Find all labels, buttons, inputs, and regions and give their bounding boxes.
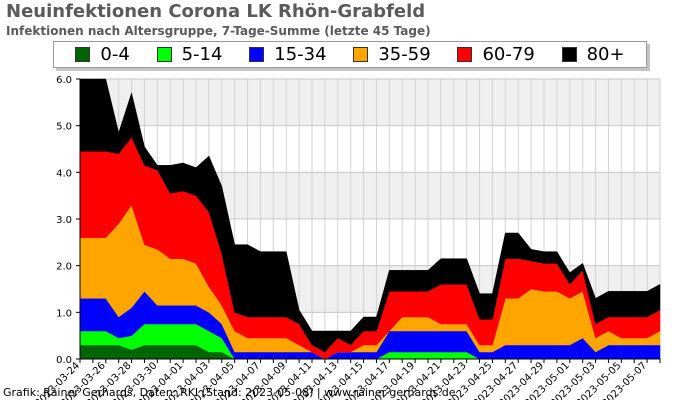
area-80-plus bbox=[79, 78, 661, 353]
chart-legend: 0-4 5-14 15-34 35-59 60-79 80+ bbox=[53, 41, 647, 68]
legend-item-35-59: 35-59 bbox=[353, 44, 431, 65]
y-tick-label: 6.0 bbox=[56, 75, 72, 86]
y-tick-label: 0.0 bbox=[56, 355, 72, 366]
legend-label-80-plus: 80+ bbox=[586, 44, 625, 65]
legend-item-80-plus: 80+ bbox=[561, 44, 625, 65]
background-band bbox=[80, 79, 660, 126]
legend-swatch-5-14 bbox=[156, 47, 172, 62]
y-axis-ticks: 0.0 1.0 2.0 3.0 4.0 5.0 6.0 bbox=[56, 75, 80, 366]
chart-footer-credit: Grafik: Rainer Gerhards, Daten: RKI (Sta… bbox=[3, 386, 456, 399]
chart-subtitle: Infektionen nach Altersgruppe, 7-Tage-Su… bbox=[6, 24, 431, 38]
legend-label-35-59: 35-59 bbox=[378, 44, 431, 65]
y-tick-label: 3.0 bbox=[56, 215, 72, 226]
legend-label-60-79: 60-79 bbox=[482, 44, 535, 65]
y-tick-label: 1.0 bbox=[56, 308, 72, 319]
legend-label-15-34: 15-34 bbox=[274, 44, 327, 65]
legend-swatch-0-4 bbox=[75, 47, 91, 62]
legend-swatch-15-34 bbox=[249, 47, 265, 62]
legend-item-15-34: 15-34 bbox=[249, 44, 327, 65]
legend-item-60-79: 60-79 bbox=[457, 44, 535, 65]
legend-item-5-14: 5-14 bbox=[156, 44, 223, 65]
legend-item-0-4: 0-4 bbox=[75, 44, 130, 65]
legend-swatch-60-79 bbox=[457, 47, 473, 62]
y-tick-label: 4.0 bbox=[56, 168, 72, 179]
y-tick-label: 5.0 bbox=[56, 122, 72, 133]
legend-swatch-35-59 bbox=[353, 47, 369, 62]
legend-label-5-14: 5-14 bbox=[181, 44, 223, 65]
legend-label-0-4: 0-4 bbox=[100, 44, 130, 65]
chart-title: Neuinfektionen Corona LK Rhön-Grabfeld bbox=[6, 1, 426, 22]
y-tick-label: 2.0 bbox=[56, 262, 72, 273]
axes bbox=[76, 79, 660, 363]
legend-swatch-80-plus bbox=[561, 47, 577, 62]
